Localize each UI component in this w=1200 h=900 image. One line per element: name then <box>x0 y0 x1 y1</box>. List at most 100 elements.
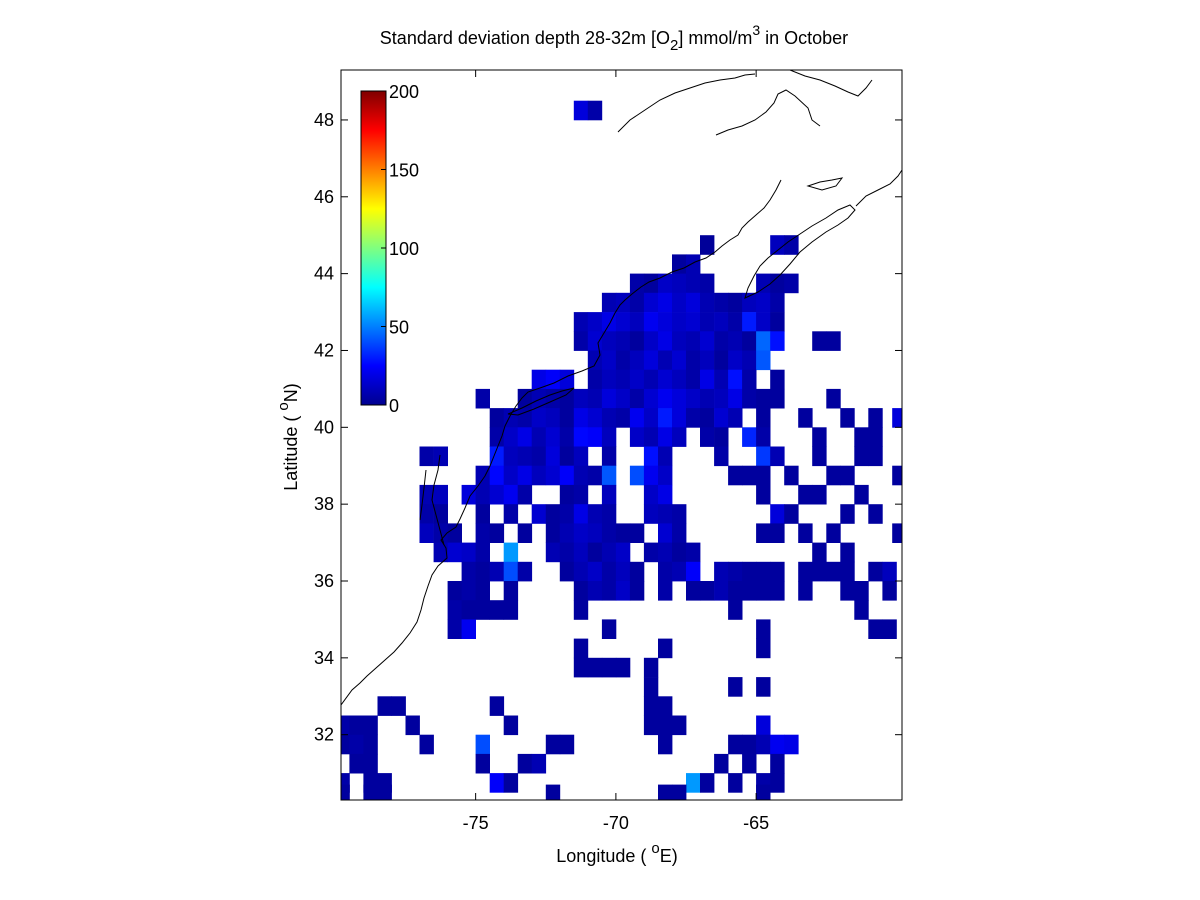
heatmap-cell <box>672 292 687 313</box>
heatmap-cell <box>658 638 673 659</box>
heatmap-cell <box>573 523 589 543</box>
heatmap-cell <box>742 753 757 774</box>
heatmap-cell <box>700 581 715 601</box>
heatmap-cell <box>643 715 659 736</box>
heatmap-cell <box>643 427 659 447</box>
heatmap-cell <box>601 369 617 390</box>
heatmap-cell <box>601 542 617 563</box>
heatmap-cell <box>700 773 715 793</box>
heatmap-cell <box>587 542 603 563</box>
heatmap-cell <box>672 408 687 428</box>
heatmap-cell <box>503 446 519 467</box>
heatmap-cell <box>489 600 505 620</box>
heatmap-cell <box>658 784 673 800</box>
heatmap-cell <box>868 619 883 639</box>
heatmap-cell <box>601 292 617 313</box>
heatmap-cell <box>840 408 855 428</box>
heatmap-cell <box>756 581 771 601</box>
heatmap-cell <box>686 408 701 428</box>
heatmap-cell <box>672 273 687 294</box>
heatmap-cell <box>784 734 799 755</box>
heatmap-cell <box>854 600 869 620</box>
heatmap-cell <box>658 581 673 601</box>
heatmap-cell <box>405 715 420 736</box>
heatmap-cell <box>559 504 575 524</box>
heatmap-cell <box>615 408 631 428</box>
heatmap-cell <box>742 561 757 582</box>
heatmap-cell <box>573 100 589 121</box>
colorbar-tick-label: 100 <box>389 239 419 259</box>
heatmap-cell <box>770 734 785 755</box>
heatmap-cell <box>742 581 757 601</box>
heatmap-cell <box>700 235 715 255</box>
heatmap-cell <box>517 427 533 447</box>
heatmap-cell <box>503 484 519 505</box>
heatmap-cell <box>868 446 883 467</box>
heatmap-cell <box>658 273 673 294</box>
heatmap-cell <box>447 619 462 639</box>
heatmap-cell <box>840 504 855 524</box>
heatmap-cell <box>700 292 715 313</box>
heatmap-cell <box>658 312 673 332</box>
heatmap-cell <box>475 581 490 601</box>
heatmap-cell <box>770 581 785 601</box>
heatmap-cell <box>643 331 659 351</box>
heatmap-cell <box>812 427 827 447</box>
heatmap-cell <box>798 561 813 582</box>
heatmap-cell <box>658 388 673 409</box>
heatmap-cell <box>489 427 505 447</box>
heatmap-cell <box>559 542 575 563</box>
heatmap-cells <box>341 100 902 800</box>
heatmap-cell <box>728 388 743 409</box>
heatmap-cell <box>587 100 603 121</box>
heatmap-cell <box>756 561 771 582</box>
heatmap-cell <box>756 408 771 428</box>
heatmap-cell <box>686 273 701 294</box>
heatmap-cell <box>756 784 771 800</box>
heatmap-cell <box>419 734 434 755</box>
heatmap-cell <box>658 734 673 755</box>
heatmap-cell <box>587 350 603 371</box>
heatmap-cell <box>447 581 462 601</box>
heatmap-cell <box>756 523 771 543</box>
heatmap-cell <box>756 331 771 351</box>
heatmap-cell <box>686 388 701 409</box>
heatmap-cell <box>601 408 617 428</box>
heatmap-cell <box>489 408 505 428</box>
heatmap-cell <box>756 465 771 486</box>
heatmap-cell <box>658 292 673 313</box>
y-tick-label: 38 <box>314 494 334 514</box>
heatmap-cell <box>756 484 771 505</box>
heatmap-cell <box>742 427 757 447</box>
colorbar-tick-label: 50 <box>389 318 409 338</box>
heatmap-cell <box>658 369 673 390</box>
heatmap-cell <box>840 542 855 563</box>
heatmap-cell <box>349 753 364 774</box>
heatmap-cell <box>686 350 701 371</box>
heatmap-cell <box>615 388 631 409</box>
heatmap-cell <box>643 369 659 390</box>
heatmap-cell <box>700 408 715 428</box>
heatmap-cell <box>559 734 575 755</box>
heatmap-cell <box>728 600 743 620</box>
heatmap-cell <box>756 446 771 467</box>
y-tick-label: 34 <box>314 648 334 668</box>
heatmap-cell <box>475 600 490 620</box>
y-tick-label: 46 <box>314 187 334 207</box>
y-tick-label: 44 <box>314 264 334 284</box>
coastline-north-shore <box>617 73 756 133</box>
heatmap-cell <box>672 504 687 524</box>
heatmap-cell <box>341 715 350 736</box>
heatmap-cell <box>812 446 827 467</box>
heatmap-cell <box>840 561 855 582</box>
heatmap-cell <box>503 504 519 524</box>
coastline-nova-scotia <box>744 204 856 299</box>
heatmap-cell <box>601 504 617 524</box>
heatmap-cell <box>714 292 729 313</box>
heatmap-cell <box>601 523 617 543</box>
heatmap-cell <box>770 273 785 294</box>
heatmap-cell <box>892 408 902 428</box>
heatmap-cell <box>892 523 902 543</box>
heatmap-cell <box>545 465 561 486</box>
heatmap-cell <box>587 561 603 582</box>
